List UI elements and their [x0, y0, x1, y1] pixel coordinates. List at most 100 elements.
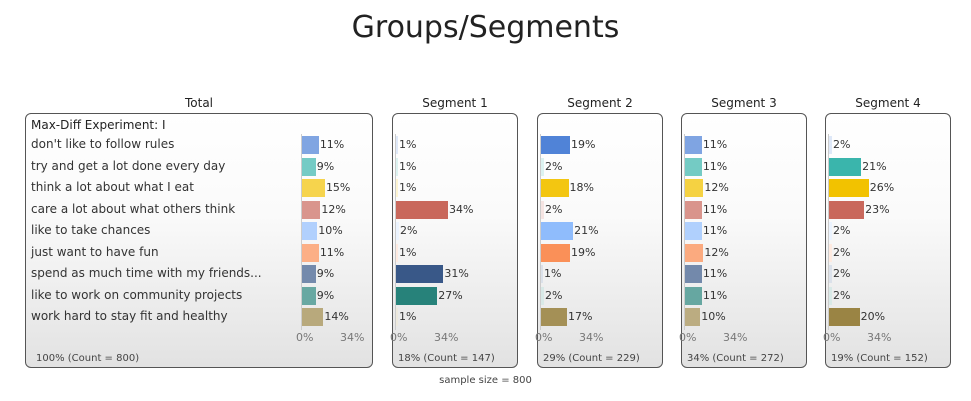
bar	[685, 308, 701, 326]
data-label: 2%	[545, 288, 563, 302]
category-label: think a lot about what I eat	[31, 180, 194, 194]
bar	[396, 136, 398, 154]
chart-panel: 19% 2% 18% 2% 21% 19% 1% 2% 17% 0% 34% 29% (Count =…	[535, 113, 663, 368]
panel-title: Segment 2	[567, 96, 633, 110]
data-label: 14%	[324, 310, 349, 323]
bar	[302, 157, 316, 176]
data-label: 9%	[316, 267, 335, 280]
axis-line	[540, 134, 541, 330]
data-label: 11%	[702, 224, 728, 237]
data-label: 19%	[571, 138, 596, 151]
bar	[396, 222, 400, 240]
bar	[685, 200, 702, 219]
bar	[302, 200, 321, 219]
data-label: 31%	[444, 267, 469, 280]
bar	[541, 179, 569, 197]
axis-line	[684, 134, 685, 330]
bar	[396, 308, 398, 326]
bar	[541, 200, 545, 219]
data-label: 17%	[568, 310, 593, 323]
data-label: 2%	[833, 138, 851, 151]
count-label: 18% (Count = 147)	[398, 353, 495, 364]
chart-panel: 2% 21% 26% 23% 2% 2% 2% 2% 20% 0% 34% 19% (Count = …	[823, 113, 951, 368]
bar	[302, 222, 318, 240]
data-label: 10%	[318, 224, 343, 237]
bar	[541, 157, 545, 176]
count-label: 19% (Count = 152)	[831, 353, 928, 364]
bar	[541, 308, 567, 326]
category-label: spend as much time with my friends...	[31, 266, 262, 280]
bar	[829, 243, 833, 262]
bar	[829, 200, 865, 219]
data-label: 11%	[702, 138, 728, 151]
x-tick-label: 34%	[867, 330, 892, 344]
bar	[829, 136, 833, 154]
data-label: 1%	[399, 310, 417, 323]
x-tick-label: 0%	[390, 330, 408, 344]
bar	[685, 243, 704, 262]
bar	[396, 243, 398, 262]
data-label: 11%	[319, 245, 345, 259]
x-tick-label: 0%	[296, 330, 314, 344]
bar	[541, 222, 574, 240]
axis-line	[301, 134, 302, 330]
bar	[829, 157, 862, 176]
data-label: 21%	[574, 224, 599, 237]
x-tick-label: 0%	[679, 330, 697, 344]
data-label: 34%	[449, 202, 474, 216]
bar	[541, 136, 571, 154]
panel-title: Total	[184, 96, 214, 110]
chart-subtitle: Max-Diff Experiment: I	[31, 118, 166, 132]
x-tick-label: 34%	[340, 330, 365, 344]
bar	[396, 265, 444, 283]
panel-title: Segment 4	[855, 96, 921, 110]
count-label: 34% (Count = 272)	[687, 353, 784, 364]
category-label: work hard to stay fit and healthy	[31, 309, 228, 323]
data-label: 2%	[833, 288, 851, 302]
data-label: 2%	[400, 224, 418, 237]
bar	[396, 157, 398, 176]
data-label: 26%	[869, 181, 895, 194]
chart-panel: Max-Diff Experiment: I don't like to foll…	[25, 113, 373, 368]
chart-panel: 1% 1% 1% 34% 2% 1% 31% 27% 1% 0% 34% 18% (Count = 1…	[390, 113, 518, 368]
x-tick-label: 0%	[535, 330, 553, 344]
x-tick-label: 34%	[434, 330, 459, 344]
data-label: 1%	[399, 245, 417, 259]
data-label: 12%	[704, 245, 729, 259]
bar	[685, 222, 702, 240]
sample-size-note: sample size = 800	[439, 375, 532, 386]
category-label: don't like to follow rules	[31, 137, 175, 151]
panel-title: Segment 3	[711, 96, 777, 110]
axis-line	[828, 134, 829, 330]
bar	[685, 179, 704, 197]
bar	[396, 179, 398, 197]
data-label: 18%	[569, 181, 594, 194]
page-title: Groups/Segments	[351, 10, 620, 45]
bar	[685, 157, 702, 176]
x-tick-label: 34%	[579, 330, 604, 344]
bar	[396, 200, 448, 219]
data-label: 11%	[702, 159, 728, 173]
data-label: 20%	[860, 310, 886, 323]
category-label: just want to have fun	[31, 244, 159, 259]
data-label: 2%	[545, 159, 563, 173]
count-label: 29% (Count = 229)	[543, 353, 640, 364]
axis-line	[395, 134, 396, 330]
data-label: 1%	[544, 267, 562, 280]
bar	[685, 136, 702, 154]
bar	[541, 265, 543, 283]
data-label: 11%	[702, 267, 728, 280]
bar	[302, 136, 319, 154]
data-label: 2%	[833, 224, 851, 237]
bar	[541, 243, 571, 262]
bar	[302, 286, 316, 305]
data-label: 12%	[321, 202, 346, 216]
category-label: like to work on community projects	[31, 287, 243, 302]
bar	[302, 179, 325, 197]
bar	[829, 179, 869, 197]
data-label: 15%	[325, 181, 351, 194]
data-label: 9%	[316, 288, 335, 302]
bar	[829, 222, 833, 240]
bar	[396, 286, 438, 305]
count-label: 100% (Count = 800)	[36, 353, 140, 364]
